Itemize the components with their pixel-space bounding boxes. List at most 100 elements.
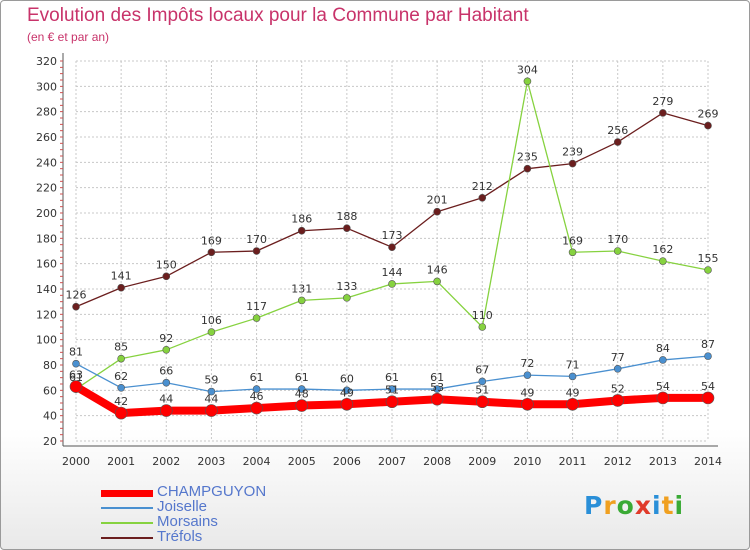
data-label: 63 xyxy=(69,369,83,382)
data-point xyxy=(388,243,396,251)
y-tick-label: 80 xyxy=(43,359,57,372)
data-label: 72 xyxy=(520,357,534,370)
x-tick-label: 2003 xyxy=(197,455,225,468)
data-label: 235 xyxy=(517,151,538,164)
legend-item: Morsains xyxy=(101,513,361,530)
data-point xyxy=(613,364,622,373)
data-label: 46 xyxy=(250,390,264,403)
data-point xyxy=(523,164,532,173)
data-point xyxy=(252,247,261,255)
x-tick-label: 2012 xyxy=(604,455,632,468)
data-point xyxy=(478,323,487,331)
data-label: 67 xyxy=(475,363,489,376)
data-label: 155 xyxy=(698,252,719,265)
data-point xyxy=(659,257,667,265)
data-point xyxy=(162,345,171,354)
data-point xyxy=(523,77,532,86)
legend-label: Tréfols xyxy=(157,528,203,545)
y-tick-label: 200 xyxy=(36,207,57,220)
data-point xyxy=(340,397,354,411)
data-label: 87 xyxy=(701,338,715,351)
legend-label: CHAMPGUYON xyxy=(157,483,267,500)
logo-letter: i xyxy=(674,491,685,520)
data-point xyxy=(343,386,351,395)
legend-item: Joiselle xyxy=(101,498,361,515)
data-point xyxy=(207,328,216,336)
data-point xyxy=(72,302,80,311)
data-label: 49 xyxy=(340,386,354,399)
data-label: 212 xyxy=(472,180,493,193)
data-point xyxy=(568,372,577,381)
y-tick-label: 100 xyxy=(36,334,57,347)
data-label: 60 xyxy=(340,372,354,385)
data-point xyxy=(701,391,715,405)
data-label: 85 xyxy=(114,341,128,354)
logo-letter: o xyxy=(616,491,635,520)
legend-swatch xyxy=(101,507,153,509)
data-label: 48 xyxy=(295,388,309,401)
data-point xyxy=(704,352,712,360)
y-tick-label: 160 xyxy=(36,258,57,271)
proxiti-logo: Proxiti xyxy=(584,491,684,520)
y-tick-label: 40 xyxy=(43,410,57,423)
data-label: 188 xyxy=(336,210,357,223)
legend-label: Joiselle xyxy=(157,498,208,515)
data-label: 61 xyxy=(385,371,399,384)
x-tick-label: 2009 xyxy=(468,455,496,468)
data-label: 51 xyxy=(385,384,399,397)
data-point xyxy=(656,391,670,405)
data-point xyxy=(205,404,218,417)
data-point xyxy=(523,371,532,379)
y-tick-label: 120 xyxy=(36,308,57,321)
data-point xyxy=(297,385,306,393)
y-tick-label: 320 xyxy=(36,55,57,68)
logo-letter: x xyxy=(634,491,652,520)
data-point xyxy=(252,314,261,322)
data-label: 169 xyxy=(201,234,222,247)
data-label: 173 xyxy=(382,229,403,242)
data-point xyxy=(433,277,441,286)
data-label: 131 xyxy=(291,282,312,295)
data-label: 201 xyxy=(427,194,448,207)
data-label: 62 xyxy=(114,370,128,383)
data-label: 44 xyxy=(204,393,218,406)
data-point xyxy=(475,395,489,409)
data-point xyxy=(297,296,306,305)
legend-swatch xyxy=(101,537,153,539)
legend-swatch xyxy=(101,489,153,497)
y-tick-label: 180 xyxy=(36,232,57,245)
data-point xyxy=(659,109,667,117)
x-tick-label: 2004 xyxy=(243,455,271,468)
data-point xyxy=(568,248,577,257)
logo-letter: P xyxy=(584,491,604,520)
y-tick-label: 20 xyxy=(43,435,57,448)
data-point xyxy=(521,397,534,411)
data-label: 52 xyxy=(611,382,625,395)
data-label: 42 xyxy=(114,395,128,408)
data-label: 279 xyxy=(652,95,673,108)
data-point xyxy=(388,385,396,393)
data-label: 49 xyxy=(566,386,580,399)
data-point xyxy=(659,356,667,364)
data-label: 54 xyxy=(656,380,670,393)
logo-letter: t xyxy=(661,491,675,520)
data-point xyxy=(297,226,306,235)
data-point xyxy=(114,406,128,420)
data-label: 61 xyxy=(250,371,264,384)
data-label: 150 xyxy=(156,258,177,271)
legend-label: Morsains xyxy=(157,513,218,530)
y-tick-label: 220 xyxy=(36,182,57,195)
data-point xyxy=(69,380,83,393)
y-tick-label: 300 xyxy=(36,80,57,93)
data-point xyxy=(478,377,487,386)
data-label: 66 xyxy=(159,365,173,378)
y-tick-label: 60 xyxy=(43,384,57,397)
data-label: 170 xyxy=(607,233,628,246)
data-point xyxy=(72,359,80,368)
logo-letter: r xyxy=(603,491,617,520)
data-point xyxy=(207,248,216,257)
data-label: 141 xyxy=(111,270,132,283)
data-label: 44 xyxy=(159,393,173,406)
